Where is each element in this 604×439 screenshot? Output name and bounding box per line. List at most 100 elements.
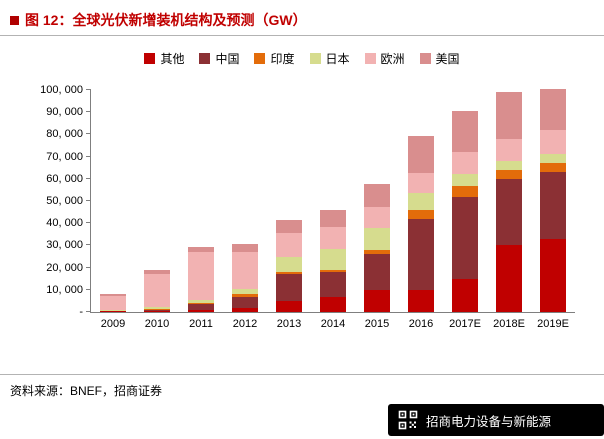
x-tick-label: 2014 <box>320 318 346 330</box>
bar-segment <box>144 269 170 275</box>
bar <box>144 269 170 312</box>
bar <box>188 246 214 312</box>
bar-segment <box>144 307 170 310</box>
y-tick-mark <box>86 288 91 290</box>
bar-segment <box>320 248 346 270</box>
legend-item: 中国 <box>199 51 239 66</box>
banner-text: 招商电力设备与新能源 <box>426 414 552 429</box>
y-tick-label: 40, 000 <box>46 217 83 230</box>
bar-segment <box>408 289 434 312</box>
y-tick-label: 100, 000 <box>40 84 83 96</box>
bar-segment <box>276 256 302 273</box>
x-tick-label: 2012 <box>232 318 258 330</box>
bar-segment <box>496 161 522 170</box>
x-tick-label: 2015 <box>364 318 390 330</box>
bar-segment <box>100 294 126 297</box>
bar-segment <box>188 252 214 300</box>
bar-segment <box>408 193 434 210</box>
bar-segment <box>276 272 302 275</box>
bar-slot <box>311 210 355 312</box>
bar-segment <box>188 303 214 305</box>
legend-swatch <box>364 53 376 64</box>
bar <box>364 184 390 312</box>
source-note: 资料来源：BNEF，招商证券 <box>10 384 163 398</box>
bar-segment <box>100 311 126 312</box>
y-tick-mark <box>86 266 91 268</box>
bar-segment <box>188 304 214 310</box>
y-tick-mark <box>86 222 91 224</box>
bar-segment <box>452 174 478 186</box>
bar-segment <box>496 92 522 139</box>
x-tick-label: 2010 <box>144 318 170 330</box>
legend-item: 美国 <box>419 51 460 66</box>
bar-segment <box>276 274 302 301</box>
bar-segment <box>144 310 170 312</box>
x-axis-labels: 2009 2010 2011 2012 2013 2014 2015 2016 2017E 201… <box>91 312 575 330</box>
legend-item: 欧洲 <box>364 51 405 66</box>
chart-legend: 其他 中国 印度 日本 欧洲 美国 <box>0 51 604 66</box>
bar-slot <box>135 269 179 312</box>
bar-segment <box>364 289 390 312</box>
bar-segment <box>540 238 566 312</box>
bar-segment <box>364 206 390 228</box>
bar-slot <box>531 88 575 312</box>
bar-segment <box>100 310 126 312</box>
figure-header: 图 12：全球光伏新增装机结构及预测（GW） <box>0 0 604 35</box>
bar <box>276 220 302 312</box>
x-tick-label: 2019E <box>537 318 569 330</box>
bar <box>496 92 522 312</box>
y-tick-label: 70, 000 <box>46 150 83 163</box>
y-tick-label: 60, 000 <box>46 172 83 185</box>
y-tick-mark <box>86 311 91 312</box>
bar-segment <box>232 296 258 308</box>
bar-slot <box>91 294 135 312</box>
legend-item: 印度 <box>254 51 295 66</box>
bar <box>540 88 566 312</box>
bar-segment <box>540 154 566 164</box>
bar-segment <box>452 278 478 312</box>
y-tick-mark <box>86 200 91 201</box>
bar-segment <box>232 294 258 297</box>
y-tick-label: 50, 000 <box>46 195 83 207</box>
y-tick-mark <box>86 155 91 157</box>
bar-segment <box>540 88 566 130</box>
x-tick-label: 2018E <box>493 318 525 330</box>
bar <box>320 210 346 312</box>
bar-slot <box>267 220 311 312</box>
bar-slot <box>355 184 399 312</box>
bar-segment <box>188 246 214 253</box>
y-tick-label: 20, 000 <box>46 261 83 274</box>
bar-segment <box>496 178 522 246</box>
bar-segment <box>276 233 302 257</box>
bar-segment <box>540 129 566 155</box>
bar <box>408 135 434 312</box>
bar-segment <box>408 209 434 219</box>
legend-label: 中国 <box>215 52 240 66</box>
bar-segment <box>188 299 214 304</box>
bar-segment <box>232 252 258 289</box>
bar-segment <box>540 163 566 173</box>
bar-segment <box>232 307 258 312</box>
bar-segment <box>100 309 126 311</box>
bar-segment <box>188 309 214 312</box>
bar-segment <box>320 226 346 249</box>
x-tick-label: 2016 <box>408 318 434 330</box>
wechat-banner: 招商电力设备与新能源 <box>388 404 604 436</box>
legend-item: 其他 <box>144 51 184 66</box>
y-tick-label: 80, 000 <box>46 128 83 141</box>
bar-slot <box>399 135 443 312</box>
figure-title: 图 12：全球光伏新增装机结构及预测（GW） <box>25 12 307 28</box>
bar-segment <box>144 309 170 311</box>
legend-swatch <box>144 53 156 64</box>
bar <box>100 294 126 312</box>
bar-segment <box>232 288 258 295</box>
plot-area: 2009 2010 2011 2012 2013 2014 2015 2016 2017E 201… <box>40 84 575 330</box>
bars <box>91 86 575 312</box>
bar-segment <box>276 300 302 312</box>
bar-segment <box>320 210 346 227</box>
y-tick-mark <box>86 177 91 179</box>
y-tick-mark <box>86 111 91 113</box>
bar-segment <box>496 245 522 312</box>
bar-segment <box>144 274 170 308</box>
